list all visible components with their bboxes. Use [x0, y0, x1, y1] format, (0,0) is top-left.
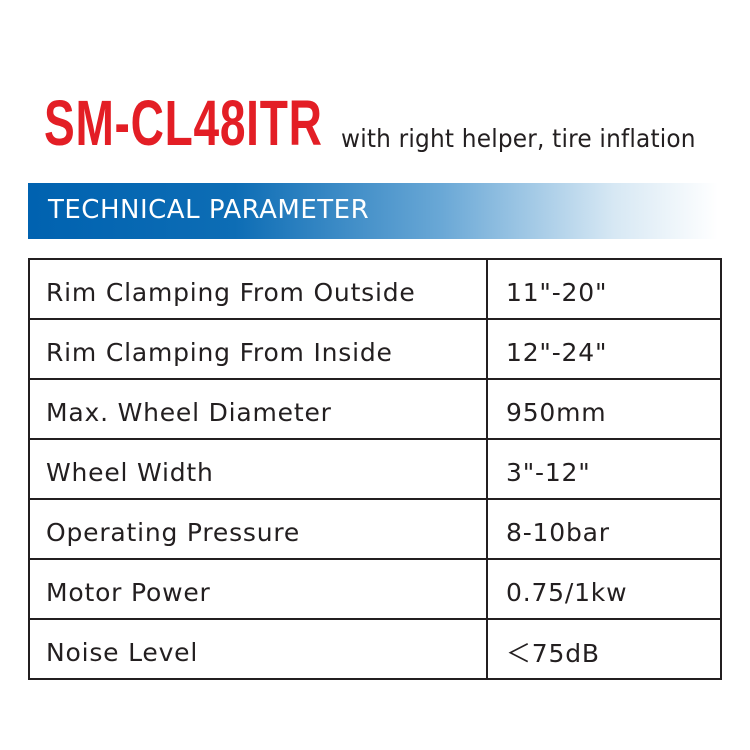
spec-value: 950mm [486, 378, 722, 440]
spec-label: Max. Wheel Diameter [28, 378, 488, 440]
spec-label: Motor Power [28, 558, 488, 620]
table-row: Rim Clamping From Outside 11"-20" [28, 258, 722, 320]
model-subtitle: with right helper, tire inflation [341, 124, 696, 153]
spec-value: 8-10bar [486, 498, 722, 560]
spec-value: 0.75/1kw [486, 558, 722, 620]
table-row: Wheel Width 3"-12" [28, 438, 722, 500]
table-row: Rim Clamping From Inside 12"-24" [28, 318, 722, 380]
spec-label: Rim Clamping From Outside [28, 258, 488, 320]
table-row: Max. Wheel Diameter 950mm [28, 378, 722, 440]
table-row: Noise Level ＜75dB [28, 618, 722, 680]
spec-value: 3"-12" [486, 438, 722, 500]
spec-value: 11"-20" [486, 258, 722, 320]
spec-label: Rim Clamping From Inside [28, 318, 488, 380]
section-title: TECHNICAL PARAMETER [48, 195, 370, 225]
table-row: Operating Pressure 8-10bar [28, 498, 722, 560]
spec-label: Operating Pressure [28, 498, 488, 560]
spec-table: Rim Clamping From Outside 11"-20" Rim Clam… [28, 258, 722, 680]
table-row: Motor Power 0.75/1kw [28, 558, 722, 620]
spec-label: Noise Level [28, 618, 488, 680]
model-title: SM-CL48ITR [44, 87, 323, 159]
section-header-bar: TECHNICAL PARAMETER [28, 183, 718, 239]
spec-value: ＜75dB [486, 618, 722, 680]
spec-label: Wheel Width [28, 438, 488, 500]
spec-value: 12"-24" [486, 318, 722, 380]
